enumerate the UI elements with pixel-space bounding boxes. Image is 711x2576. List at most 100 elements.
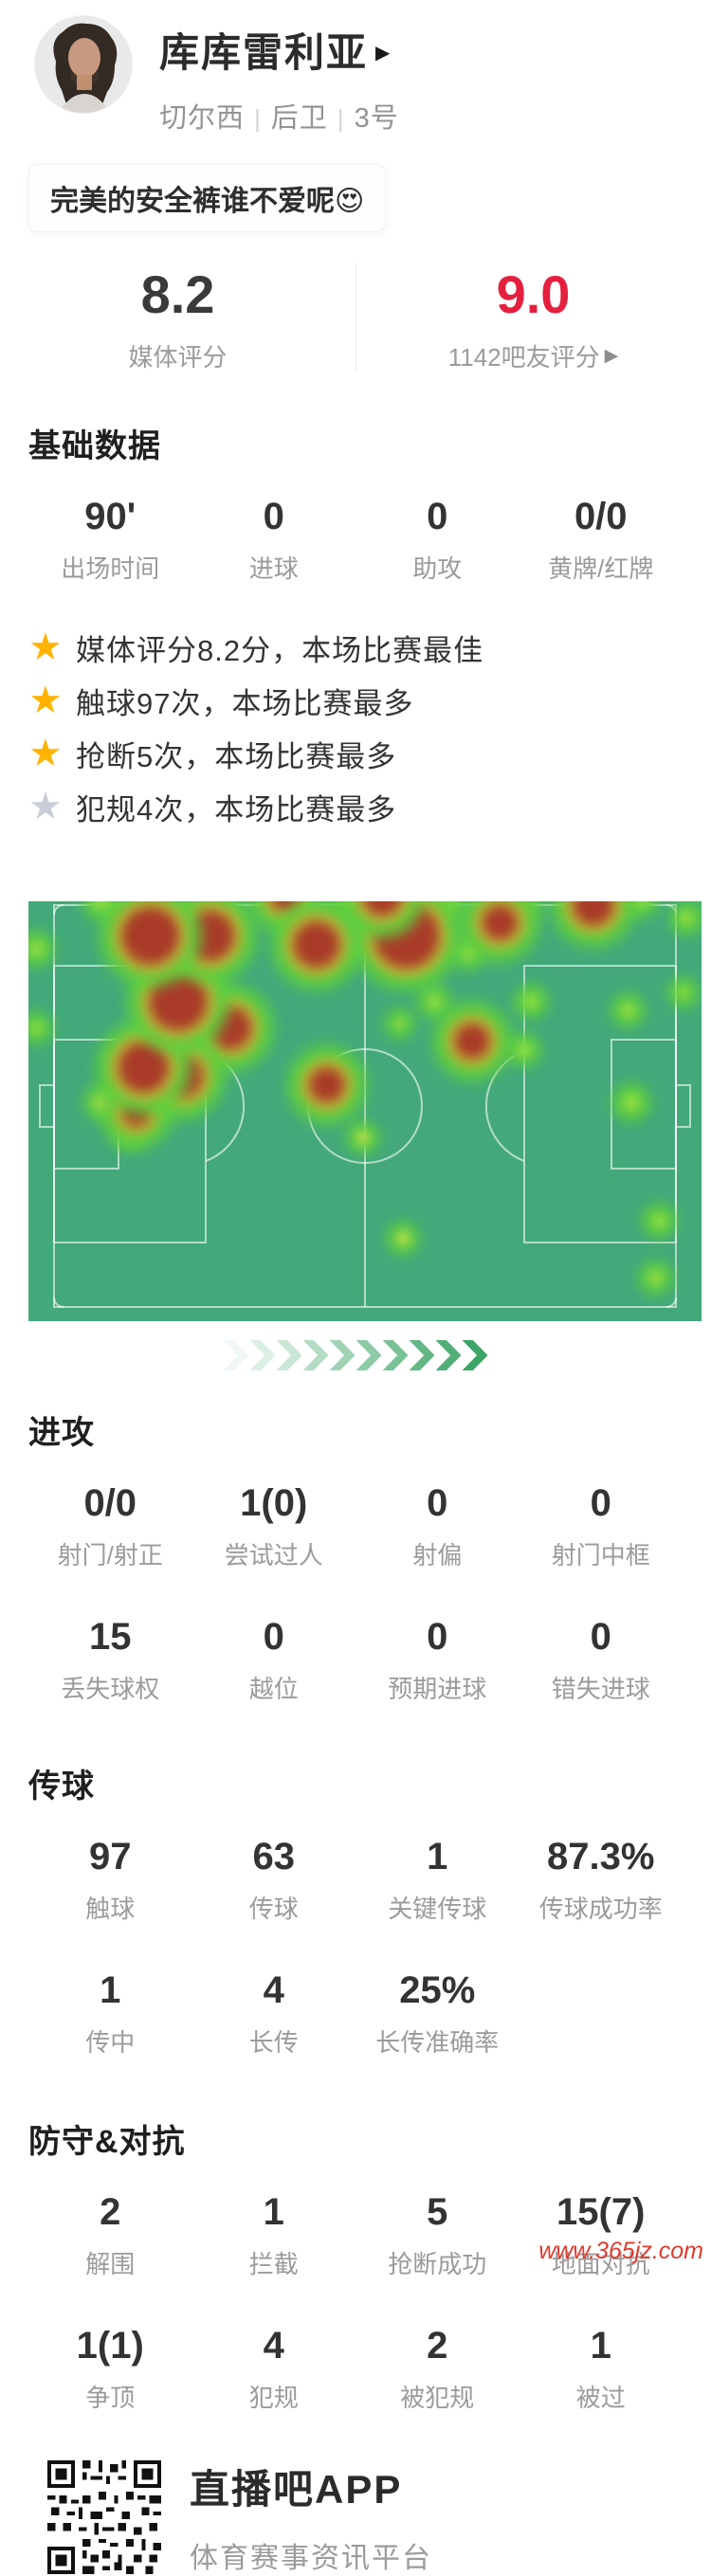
stat-cell: 0 射偏 — [356, 1481, 520, 1571]
avatar[interactable] — [34, 15, 133, 114]
section-title-attack: 进攻 — [28, 1415, 95, 1451]
app-name: 直播吧APP — [190, 2467, 403, 2512]
stat-value: 2 — [100, 2191, 121, 2233]
player-name-row[interactable]: 库库雷利亚 ▶ — [159, 21, 399, 79]
stat-label: 射门中框 — [551, 1541, 650, 1569]
stat-cell: 63 传球 — [192, 1835, 356, 1925]
qr-code — [47, 2459, 161, 2574]
stat-value: 0 — [590, 1482, 611, 1524]
chevron-icon — [382, 1340, 409, 1370]
app-description: 体育赛事资讯平台 — [190, 2543, 432, 2574]
stat-cell: 0/0 黄牌/红牌 — [520, 495, 684, 585]
chevron-icon — [356, 1340, 382, 1370]
stat-value: 63 — [252, 1836, 296, 1878]
highlight-row: ★ 媒体评分8.2分，本场比赛最佳 — [28, 621, 683, 674]
stat-label: 被犯规 — [400, 2384, 475, 2412]
stat-cell: 0 射门中框 — [520, 1481, 684, 1571]
stat-value: 15(7) — [556, 2191, 646, 2233]
stat-value: 0 — [427, 496, 448, 537]
stat-label: 预期进球 — [388, 1675, 487, 1703]
stat-label: 黄牌/红牌 — [548, 554, 654, 583]
media-rating-label: 媒体评分 — [128, 342, 228, 372]
stat-cell: 2 被犯规 — [356, 2324, 520, 2414]
player-position: 后卫 — [270, 103, 328, 134]
stat-cell: 0 助攻 — [356, 495, 520, 585]
chevron-icon — [223, 1340, 249, 1370]
stat-value: 0 — [263, 496, 284, 537]
stat-value: 15 — [89, 1616, 132, 1658]
stat-value: 0/0 — [574, 496, 628, 537]
player-info: 库库雷利亚 ▶ 切尔西 | 后卫 | 3号 — [159, 15, 399, 136]
chevron-icon — [302, 1340, 329, 1370]
star-icon: ★ — [28, 680, 63, 721]
stat-value: 4 — [263, 1969, 284, 2011]
fan-rating-label: 1142吧友评分 ▶ — [448, 338, 619, 373]
basic-stats-grid: 90' 出场时间 0 进球 0 助攻 0/0 黄牌/红牌 — [0, 495, 711, 585]
stat-value: 0/0 — [83, 1482, 137, 1524]
stat-value: 4 — [263, 2325, 284, 2367]
stat-label: 被过 — [575, 2384, 626, 2412]
stat-value: 1 — [263, 2191, 284, 2233]
avatar-image — [35, 16, 132, 113]
chevron-decoration — [0, 1336, 711, 1374]
stat-cell: 4 长传 — [192, 1968, 356, 2059]
stat-cell: 1 被过 — [520, 2324, 684, 2414]
star-icon: ★ — [28, 786, 63, 827]
stat-value: 5 — [427, 2191, 448, 2233]
chevron-icon — [435, 1340, 462, 1370]
star-icon: ★ — [28, 626, 63, 668]
stat-value: 90' — [84, 496, 137, 537]
stat-label: 长传准确率 — [375, 2028, 500, 2057]
stat-value: 0 — [590, 1616, 611, 1658]
highlight-text: 抢断5次，本场比赛最多 — [76, 739, 397, 773]
stat-cell: 0/0 射门/射正 — [28, 1481, 192, 1571]
fan-rating-value: 9.0 — [496, 263, 571, 324]
stat-cell: 1(0) 尝试过人 — [192, 1481, 356, 1571]
stat-label: 传中 — [85, 2028, 136, 2057]
stat-cell: 15(7) 地面对抗 — [520, 2190, 684, 2280]
chevron-right-icon: ▶ — [604, 345, 619, 366]
name-arrow-icon: ▶ — [375, 43, 391, 63]
chevron-icon — [329, 1340, 356, 1370]
fan-rating[interactable]: 9.0 1142吧友评分 ▶ — [356, 249, 711, 390]
team-name: 切尔西 — [159, 103, 246, 134]
section-title-defense: 防守&对抗 — [28, 2124, 186, 2160]
app-footer: 直播吧APP 体育赛事资讯平台 — [0, 2458, 711, 2576]
stat-cell: 4 犯规 — [192, 2324, 356, 2414]
stat-label: 射门/射正 — [57, 1541, 163, 1569]
stat-label: 丢失球权 — [61, 1675, 160, 1703]
section-title-basic: 基础数据 — [28, 428, 161, 464]
stat-value: 2 — [427, 2325, 448, 2367]
stat-value: 1(1) — [76, 2325, 144, 2367]
fan-rating-text: 1142吧友评分 — [447, 342, 600, 372]
stat-cell: 1(1) 争顶 — [28, 2324, 192, 2414]
stat-cell: 15 丢失球权 — [28, 1615, 192, 1705]
highlight-text: 触球97次，本场比赛最多 — [76, 686, 414, 720]
stat-cell: 0 错失进球 — [520, 1615, 684, 1705]
stat-cell: 1 关键传球 — [356, 1835, 520, 1925]
star-icon: ★ — [28, 733, 63, 774]
stat-cell: 5 抢断成功 — [356, 2190, 520, 2280]
player-name: 库库雷利亚 — [159, 30, 369, 75]
stat-cell: 97 触球 — [28, 1835, 192, 1925]
stat-label: 抢断成功 — [388, 2250, 487, 2278]
stat-value: 87.3% — [547, 1836, 655, 1878]
chevron-icon — [249, 1340, 276, 1370]
stat-value: 25% — [399, 1969, 476, 2011]
stat-label: 进球 — [248, 554, 299, 583]
stat-cell: 25% 长传准确率 — [356, 1968, 520, 2059]
stat-label: 越位 — [248, 1675, 299, 1703]
stat-cell: 2 解围 — [28, 2190, 192, 2280]
stat-value: 1(0) — [240, 1482, 308, 1524]
media-rating-value: 8.2 — [140, 263, 215, 324]
highlights-list: ★ 媒体评分8.2分，本场比赛最佳 ★ 触球97次，本场比赛最多 ★ 抢断5次，… — [28, 621, 683, 833]
stat-value: 1 — [100, 1969, 121, 2011]
attack-stats-grid: 0/0 射门/射正 1(0) 尝试过人 0 射偏 0 射门中框 15 丢失球权 … — [0, 1481, 711, 1705]
stat-value: 1 — [427, 1836, 448, 1878]
chevron-icon — [409, 1340, 435, 1370]
player-header: 库库雷利亚 ▶ 切尔西 | 后卫 | 3号 — [0, 0, 711, 136]
stat-label: 关键传球 — [388, 1895, 487, 1923]
stat-label: 传球 — [248, 1895, 299, 1923]
stat-label: 出场时间 — [61, 554, 160, 583]
stat-label: 解围 — [85, 2250, 136, 2278]
